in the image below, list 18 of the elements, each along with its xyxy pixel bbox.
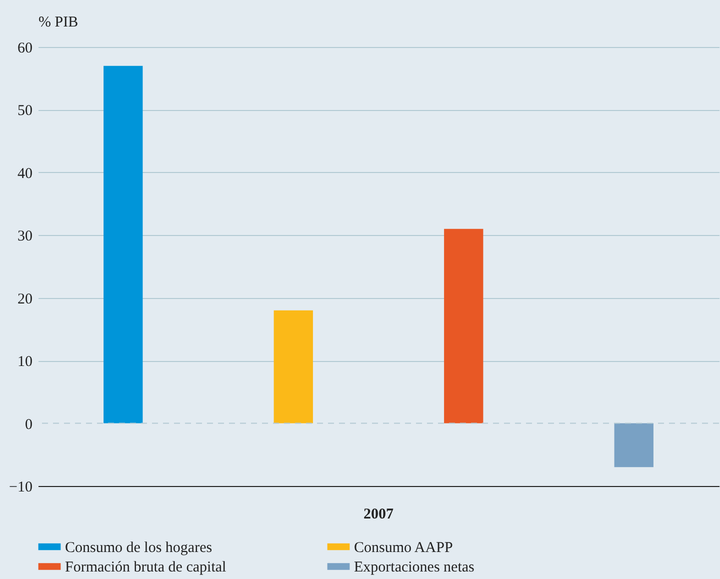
y-tick-label: 10 [18, 354, 32, 370]
y-tick-label: 50 [18, 103, 32, 120]
y-tick-label: 0 [25, 416, 32, 433]
bar [444, 228, 484, 424]
y-tick-label: 20 [18, 291, 32, 308]
bar [104, 66, 143, 424]
bar [614, 423, 654, 468]
legend-label: Exportaciones netas [354, 560, 475, 576]
y-axis-title: % PIB [38, 14, 78, 30]
legend-label: Consumo de los hogares [65, 540, 212, 556]
x-tick-label: 2007 [364, 506, 394, 522]
y-tick-label: 40 [18, 166, 32, 182]
legend-label: Formación bruta de capital [65, 560, 226, 576]
bar [274, 310, 313, 424]
legend-label: Consumo AAPP [354, 540, 453, 556]
y-tick-label: −10 [9, 480, 32, 496]
y-tick-label: 60 [18, 40, 32, 56]
y-tick-label: 30 [18, 228, 32, 245]
